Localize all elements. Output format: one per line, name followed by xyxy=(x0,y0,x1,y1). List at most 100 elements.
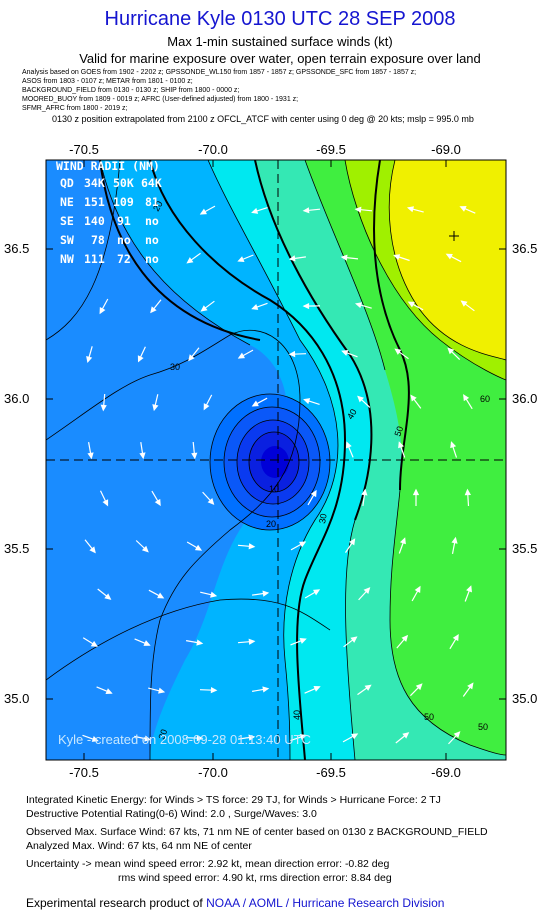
wind-vector-head xyxy=(303,398,311,405)
dpr-text: Destructive Potential Rating(0-6) Wind: … xyxy=(26,808,317,820)
wind-radii-h-34: 34K xyxy=(84,176,105,190)
contour-line-50-lower xyxy=(345,519,356,760)
wind-vector-head xyxy=(406,206,415,213)
contour-label-50c: 50 xyxy=(478,722,488,732)
contour-line-40 xyxy=(207,160,339,760)
wind-vector-head xyxy=(313,685,321,692)
lon-tick-top-1: -70.5 xyxy=(69,142,99,157)
wind-vector-head xyxy=(210,591,218,598)
wind-vector-head xyxy=(196,639,204,646)
wind-radii-nw-q: NW xyxy=(60,252,74,266)
wind-vector-head xyxy=(394,348,402,355)
wind-vector-head xyxy=(288,255,296,262)
wind-vector-head xyxy=(341,350,349,356)
wind-vector-head xyxy=(137,355,144,363)
wind-vector-head xyxy=(302,302,310,310)
wind-vector-head xyxy=(398,441,405,449)
wind-radii-nw-34: 111 xyxy=(84,252,105,266)
lon-tick-bottom-1: -70.5 xyxy=(69,765,99,780)
wind-vector-head xyxy=(248,638,256,645)
contour-ring-15 xyxy=(223,406,321,518)
wind-vector-head xyxy=(302,207,310,214)
wind-vector-head xyxy=(251,207,259,214)
wind-radii-se-64: no xyxy=(145,214,159,228)
ike-text: Integrated Kinetic Energy: for Winds > T… xyxy=(26,794,441,806)
wind-radii-se-q: SE xyxy=(60,214,74,228)
credit-prefix: Experimental research product of xyxy=(26,896,203,910)
wind-vector-head xyxy=(89,546,96,554)
wind-vector-head xyxy=(90,640,98,647)
wind-vectors xyxy=(82,205,476,745)
wind-vector-head xyxy=(410,394,417,402)
wind-vector-head xyxy=(450,441,457,449)
wind-vector-head xyxy=(402,732,410,739)
contour-thick-34kt xyxy=(149,160,347,760)
contour-label-40a: 40 xyxy=(345,407,359,421)
wind-radii-h-64: 64K xyxy=(141,176,162,190)
wind-radii-h-50: 50K xyxy=(113,176,134,190)
lat-tick-left-2: 36.0 xyxy=(4,391,29,406)
wind-vector-head xyxy=(354,206,362,213)
wind-vector-head xyxy=(399,537,406,545)
wind-map: -70.5 -70.0 -69.5 -69.0 -70.5 -70.0 -69.… xyxy=(4,142,537,780)
creation-watermark: Kyle - created on 2008-09-28 01:13:40 UT… xyxy=(58,732,311,747)
contour-label-50a: 50 xyxy=(392,425,405,438)
wind-vector-head xyxy=(105,688,113,695)
map-title: Hurricane Kyle 0130 UTC 28 SEP 2008 xyxy=(104,8,456,30)
wind-radii-nw-50: 72 xyxy=(117,252,131,266)
wind-vector-head xyxy=(466,585,472,593)
wind-radii-ne-34: 151 xyxy=(84,195,105,209)
contour-band-65-70 xyxy=(389,160,506,360)
contour-line-35-bottom xyxy=(46,598,331,681)
wind-vector-head xyxy=(361,488,368,496)
wind-vector-head xyxy=(248,734,256,741)
lat-tick-left-1: 36.5 xyxy=(4,241,29,256)
lon-tick-top-4: -69.0 xyxy=(431,142,461,157)
contour-line-60-lower xyxy=(389,489,506,756)
wind-radii-sw-50: no xyxy=(117,233,131,247)
wind-radii-ne-50: 109 xyxy=(113,195,134,209)
wind-vector-head xyxy=(207,498,215,505)
wind-vector-head xyxy=(350,636,358,643)
contour-thick-50kt xyxy=(254,160,373,521)
contour-ring-5 xyxy=(248,431,300,493)
wind-vector-head xyxy=(313,589,321,596)
wind-radii-sw-64: no xyxy=(145,233,159,247)
uncertainty-line-2: rms wind speed error: 4.90 kt, rms direc… xyxy=(118,872,392,884)
wind-vector-head xyxy=(199,208,207,215)
contour-label-50b: 50 xyxy=(424,712,434,722)
wind-vector-head xyxy=(407,301,415,308)
wind-vector-head xyxy=(102,499,109,507)
wind-vector-head xyxy=(393,254,401,261)
wind-vector-head xyxy=(349,538,356,546)
wind-radii-sw-q: SW xyxy=(60,233,74,247)
wind-vector-head xyxy=(200,305,208,312)
wind-vector-head xyxy=(299,638,307,644)
wind-vector-head xyxy=(299,734,307,740)
wind-vector-head xyxy=(150,306,157,314)
wind-vector-head xyxy=(144,735,152,742)
wind-radii-ne-64: 81 xyxy=(145,195,159,209)
wind-vector-head xyxy=(251,400,259,407)
map-subtitle: Max 1-min sustained surface winds (kt) xyxy=(167,34,393,49)
contour-ring-10 xyxy=(236,419,310,505)
analysis-line-1: Analysis based on GOES from 1902 - 2202 … xyxy=(22,69,417,76)
wind-vector-head xyxy=(414,585,421,593)
contour-line-55 xyxy=(304,160,386,371)
wind-vector-head xyxy=(451,536,458,544)
contour-label-20: 20 xyxy=(266,519,276,529)
wind-vector-head xyxy=(188,354,195,362)
contour-label-20b: 20 xyxy=(151,199,165,213)
uncertainty-line-1: Uncertainty -> mean wind speed error: 2.… xyxy=(26,858,390,870)
wind-vector-head xyxy=(104,593,112,600)
wind-vector-head xyxy=(453,731,461,738)
wind-vector-head xyxy=(467,682,474,690)
lat-tick-right-4: 35.0 xyxy=(512,691,537,706)
wind-vector-head xyxy=(412,488,420,496)
wind-vector-head xyxy=(237,256,245,262)
wind-vector-head xyxy=(262,686,270,693)
analysis-line-2: ASOS from 1803 - 0107 z; METAR from 1801… xyxy=(22,78,193,85)
wind-vector-head xyxy=(463,394,470,402)
wind-vector-head xyxy=(143,640,151,646)
wind-vector-head xyxy=(262,590,270,597)
